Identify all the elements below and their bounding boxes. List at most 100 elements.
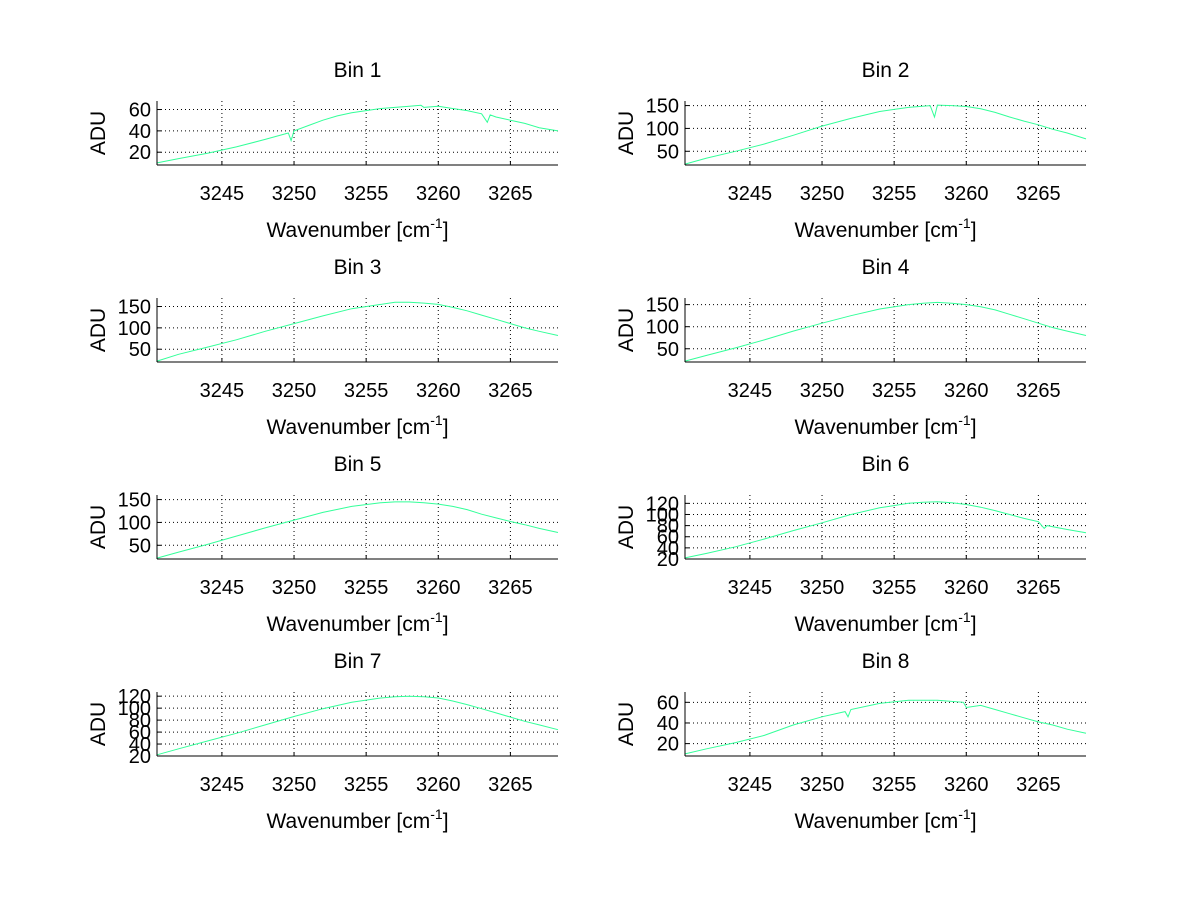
x-axis-label: Wavenumber [cm-1] xyxy=(266,609,448,636)
x-tick-label: 3265 xyxy=(488,577,533,599)
y-tick-label: 40 xyxy=(129,121,151,143)
series-line-bin-5 xyxy=(156,501,559,559)
x-axis-label-main: Wavenumber [cm xyxy=(794,810,958,833)
subplot-title: Bin 1 xyxy=(334,59,382,82)
x-axis-label-main: Wavenumber [cm xyxy=(266,219,430,242)
y-tick-label: 120 xyxy=(118,686,151,708)
x-axis-label-end: ] xyxy=(971,219,977,242)
x-axis-label-end: ] xyxy=(443,219,449,242)
x-axis-label: Wavenumber [cm-1] xyxy=(794,412,976,439)
x-axis-label-main: Wavenumber [cm xyxy=(266,810,430,833)
x-tick-label: 3250 xyxy=(800,183,845,205)
x-tick-label: 3250 xyxy=(272,183,317,205)
y-tick-label: 20 xyxy=(657,734,679,756)
y-tick-label: 40 xyxy=(129,734,151,756)
series-line-bin-3 xyxy=(156,301,559,362)
x-tick-label: 3260 xyxy=(944,577,989,599)
x-axis-label-main: Wavenumber [cm xyxy=(794,613,958,636)
series-line-bin-4 xyxy=(684,301,1087,362)
subplot-title: Bin 4 xyxy=(862,256,910,279)
subplot-title: Bin 3 xyxy=(334,256,382,279)
y-axis-label: ADU xyxy=(615,308,638,352)
x-tick-label: 3260 xyxy=(944,774,989,796)
series-line-bin-7 xyxy=(156,695,559,756)
axes-area xyxy=(157,298,558,362)
x-axis-label-superscript: -1 xyxy=(958,412,971,428)
y-axis-label: ADU xyxy=(615,702,638,746)
x-axis-label-superscript: -1 xyxy=(958,806,971,822)
x-axis-label-superscript: -1 xyxy=(430,412,443,428)
series-line-bin-1 xyxy=(156,104,559,164)
y-tick-label: 40 xyxy=(657,713,679,735)
x-tick-label: 3265 xyxy=(488,183,533,205)
x-tick-label: 3265 xyxy=(1016,577,1061,599)
x-tick-label: 3245 xyxy=(200,577,245,599)
axes-area xyxy=(157,495,558,559)
y-tick-label: 20 xyxy=(129,142,151,164)
x-axis-label: Wavenumber [cm-1] xyxy=(266,806,448,833)
x-axis-label-end: ] xyxy=(971,416,977,439)
x-axis-label-superscript: -1 xyxy=(430,215,443,231)
y-tick-label: 50 xyxy=(129,339,151,361)
x-tick-label: 3260 xyxy=(944,183,989,205)
axes-area xyxy=(157,101,558,165)
x-tick-label: 3245 xyxy=(200,774,245,796)
y-tick-label: 60 xyxy=(657,527,679,549)
x-tick-label: 3255 xyxy=(344,774,389,796)
x-tick-label: 3265 xyxy=(488,774,533,796)
y-tick-label: 100 xyxy=(118,318,151,340)
x-axis-label-end: ] xyxy=(971,810,977,833)
x-tick-label: 3255 xyxy=(872,380,917,402)
x-tick-label: 3245 xyxy=(728,774,773,796)
x-axis-label-main: Wavenumber [cm xyxy=(794,416,958,439)
x-tick-label: 3250 xyxy=(800,774,845,796)
x-tick-label: 3250 xyxy=(272,577,317,599)
axes-area xyxy=(685,495,1086,559)
subplot-title: Bin 2 xyxy=(862,59,910,82)
subplot-title: Bin 7 xyxy=(334,650,382,673)
x-axis-label-main: Wavenumber [cm xyxy=(794,219,958,242)
x-tick-label: 3260 xyxy=(416,774,461,796)
x-axis-label-superscript: -1 xyxy=(430,609,443,625)
y-tick-label: 20 xyxy=(129,746,151,768)
x-axis-label-main: Wavenumber [cm xyxy=(266,416,430,439)
y-tick-label: 50 xyxy=(129,535,151,557)
x-tick-label: 3250 xyxy=(272,774,317,796)
x-axis-label: Wavenumber [cm-1] xyxy=(266,215,448,242)
subplot-title: Bin 8 xyxy=(862,650,910,673)
y-axis-label: ADU xyxy=(87,111,110,155)
x-tick-label: 3250 xyxy=(800,577,845,599)
x-tick-label: 3245 xyxy=(200,183,245,205)
y-axis-label: ADU xyxy=(87,308,110,352)
x-tick-label: 3260 xyxy=(416,380,461,402)
x-tick-label: 3255 xyxy=(872,577,917,599)
y-tick-label: 100 xyxy=(118,512,151,534)
x-tick-label: 3260 xyxy=(416,183,461,205)
y-tick-label: 60 xyxy=(129,100,151,122)
x-axis-label: Wavenumber [cm-1] xyxy=(266,412,448,439)
y-axis-label: ADU xyxy=(87,702,110,746)
y-tick-label: 50 xyxy=(657,141,679,163)
x-axis-label-end: ] xyxy=(443,416,449,439)
y-tick-label: 20 xyxy=(657,549,679,571)
axes-area xyxy=(685,692,1086,756)
x-tick-label: 3255 xyxy=(344,577,389,599)
series-line-bin-6 xyxy=(684,501,1087,559)
y-axis-label: ADU xyxy=(615,111,638,155)
x-axis-label: Wavenumber [cm-1] xyxy=(794,806,976,833)
y-tick-label: 60 xyxy=(657,692,679,714)
y-tick-label: 150 xyxy=(646,295,679,317)
x-axis-label-superscript: -1 xyxy=(958,609,971,625)
y-axis-label: ADU xyxy=(615,505,638,549)
x-axis-label: Wavenumber [cm-1] xyxy=(794,215,976,242)
series-line-bin-2 xyxy=(684,104,1087,165)
x-tick-label: 3265 xyxy=(1016,183,1061,205)
y-tick-label: 100 xyxy=(118,698,151,720)
axes-area xyxy=(685,298,1086,362)
